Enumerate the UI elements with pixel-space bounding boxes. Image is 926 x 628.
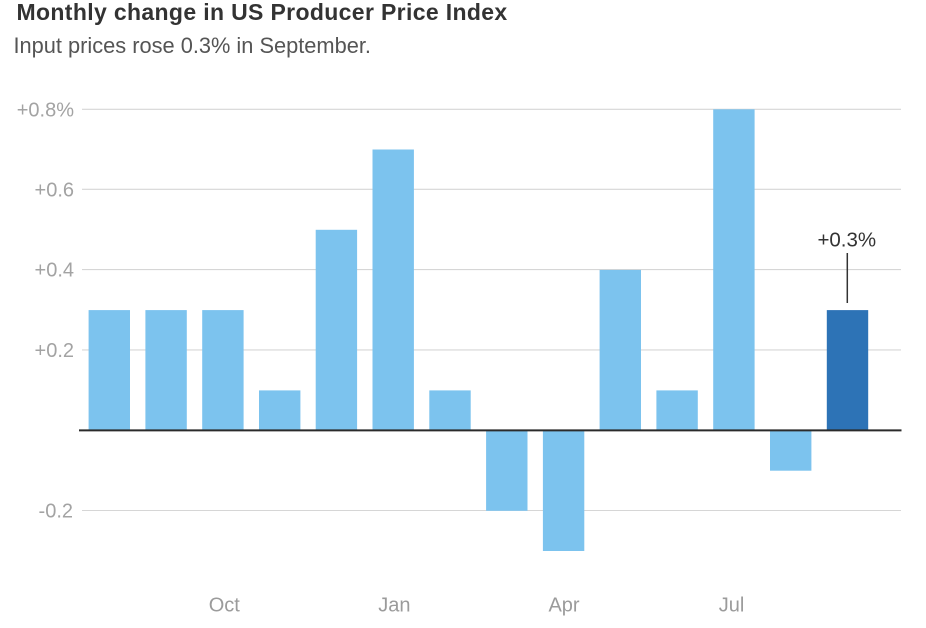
svg-text:+0.6: +0.6	[35, 179, 74, 201]
svg-text:Monthly change in US Producer: Monthly change in US Producer Price Inde…	[17, 0, 508, 25]
svg-text:Jul: Jul	[719, 595, 745, 617]
svg-text:+0.2: +0.2	[35, 340, 74, 362]
svg-text:Input prices rose 0.3% in Sept: Input prices rose 0.3% in September.	[14, 33, 371, 58]
svg-text:Jan: Jan	[378, 595, 410, 617]
svg-text:Oct: Oct	[209, 595, 241, 617]
svg-text:+0.4: +0.4	[35, 260, 74, 282]
svg-text:Apr: Apr	[548, 595, 579, 617]
svg-text:+0.3%: +0.3%	[817, 229, 876, 252]
svg-text:-0.2: -0.2	[39, 501, 73, 523]
svg-text:+0.8%: +0.8%	[17, 99, 74, 121]
